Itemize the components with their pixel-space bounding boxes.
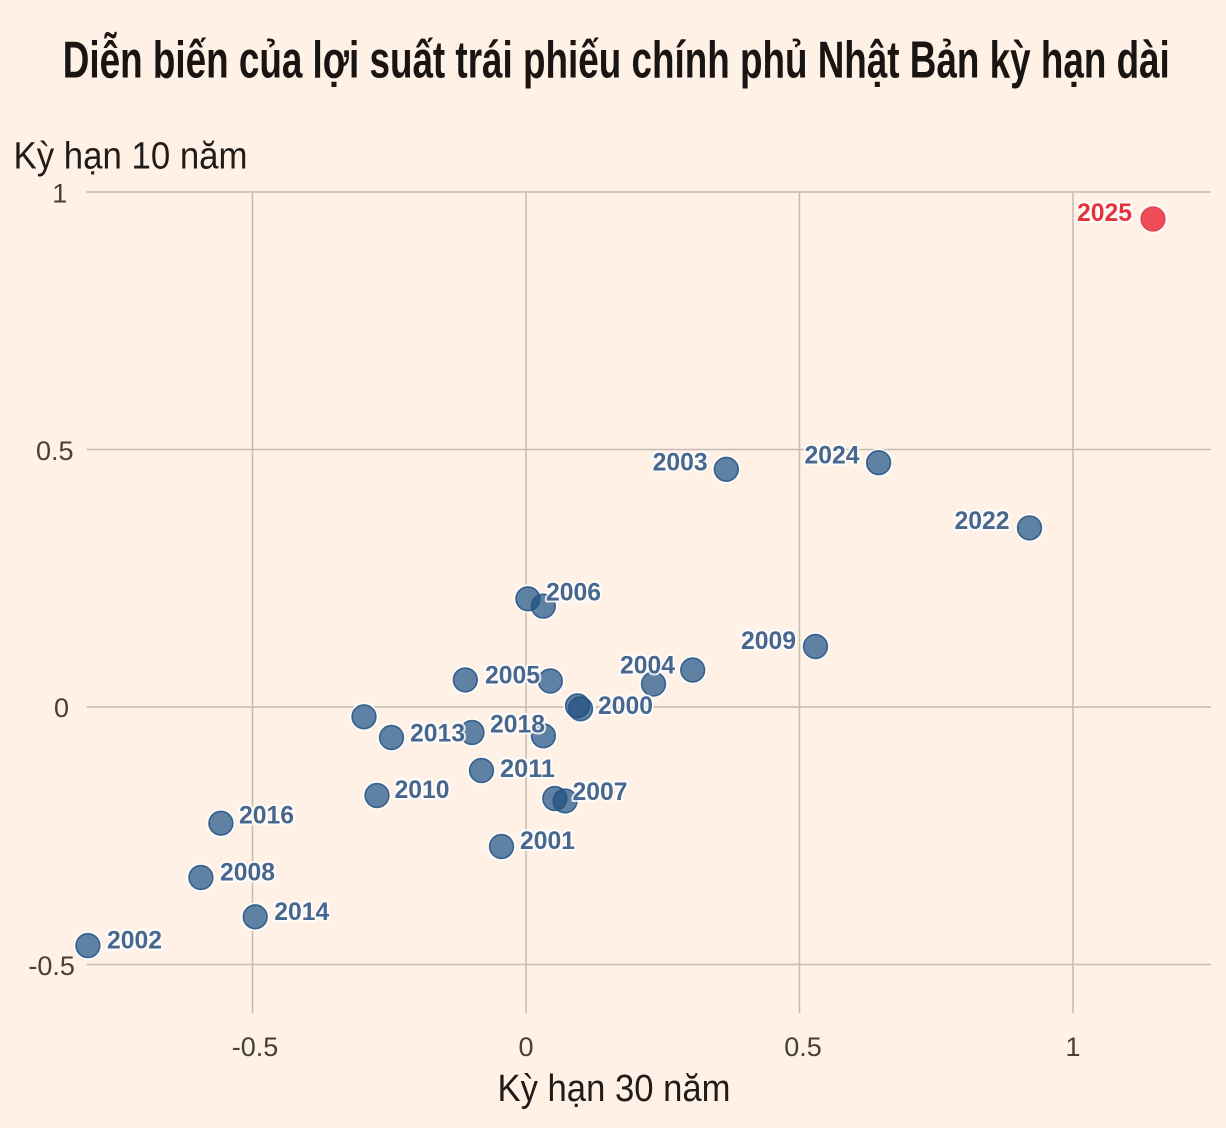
svg-text:2016: 2016 (239, 802, 294, 830)
svg-text:2004: 2004 (620, 652, 675, 680)
svg-text:2025: 2025 (1077, 199, 1132, 227)
svg-text:2022: 2022 (955, 507, 1010, 535)
svg-text:0: 0 (518, 1032, 533, 1062)
svg-text:2007: 2007 (573, 778, 628, 806)
svg-text:Kỳ hạn 10 năm: Kỳ hạn 10 năm (14, 136, 248, 178)
svg-text:1: 1 (1065, 1032, 1080, 1062)
svg-text:2010: 2010 (395, 776, 450, 804)
svg-text:2011: 2011 (500, 755, 555, 783)
svg-text:2006: 2006 (546, 579, 601, 607)
svg-text:2014: 2014 (274, 898, 329, 926)
svg-text:1: 1 (52, 179, 67, 209)
svg-text:2018: 2018 (490, 710, 545, 738)
svg-text:-0.5: -0.5 (232, 1032, 279, 1062)
svg-text:0.5: 0.5 (784, 1032, 822, 1062)
svg-text:0: 0 (54, 693, 69, 723)
svg-text:Diễn biến của lợi suất trái ph: Diễn biến của lợi suất trái phiếu chính … (63, 32, 1170, 90)
svg-text:2003: 2003 (653, 449, 708, 477)
svg-text:2001: 2001 (520, 827, 575, 855)
svg-text:2005: 2005 (485, 662, 540, 690)
svg-text:2009: 2009 (741, 627, 796, 655)
svg-text:Kỳ hạn 30 năm: Kỳ hạn 30 năm (498, 1068, 731, 1110)
svg-text:2013: 2013 (410, 720, 465, 748)
svg-text:0.5: 0.5 (36, 436, 74, 466)
svg-text:2000: 2000 (598, 692, 653, 720)
svg-text:-0.5: -0.5 (28, 951, 75, 981)
svg-text:2024: 2024 (805, 442, 860, 470)
svg-text:2002: 2002 (107, 927, 162, 955)
svg-text:2008: 2008 (220, 859, 275, 887)
